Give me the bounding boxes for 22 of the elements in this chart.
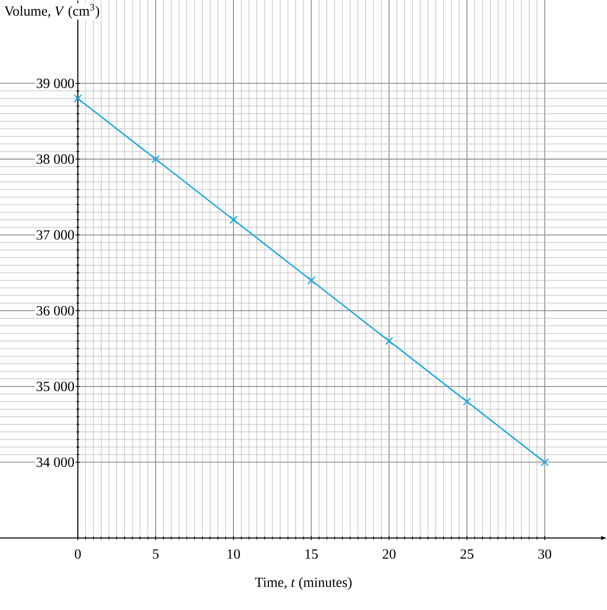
x-axis-title: Time, t (minutes): [255, 577, 352, 590]
x-tick-label: 0: [74, 549, 81, 559]
y-tick-label: 37 000: [36, 230, 74, 240]
x-tick-label: 25: [460, 549, 474, 559]
x-tick-label: 15: [306, 549, 318, 559]
x-tick-label: 10: [228, 549, 240, 559]
point: [152, 154, 160, 164]
x-tick-label: 30: [538, 549, 552, 559]
point: [74, 94, 82, 103]
point: [307, 276, 316, 284]
point: [229, 216, 238, 224]
point: [462, 397, 472, 406]
point: [384, 336, 394, 346]
point: [540, 458, 549, 466]
y-tick-label: 35 000: [36, 382, 74, 392]
x-tick-label: 20: [382, 549, 396, 559]
y-axis-title: Volume, V (cm$^{3}$): [4, 4, 100, 19]
y-tick-label: 36 000: [36, 306, 74, 316]
y-tick-label: 39 000: [36, 78, 74, 88]
y-tick-label: 34 000: [36, 457, 74, 467]
y-tick-label: 38 000: [36, 154, 74, 164]
x-tick-label: 5: [152, 549, 159, 559]
